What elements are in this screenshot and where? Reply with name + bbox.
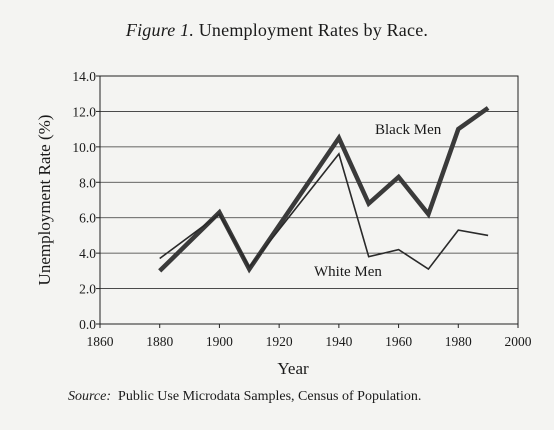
y-tick-label: 6.0 <box>79 211 96 226</box>
source-text: Public Use Microdata Samples, Census of … <box>118 389 422 404</box>
source-label: Source: <box>68 389 112 404</box>
x-tick-label: 2000 <box>505 334 532 349</box>
y-tick-label: 4.0 <box>79 246 96 261</box>
series-label-black-men: Black Men <box>375 122 442 138</box>
series-group <box>158 106 490 274</box>
grid-lines <box>100 111 518 289</box>
y-axis-title: Unemployment Rate (%) <box>35 115 54 286</box>
y-axis: 0.0 2.0 4.0 6.0 8.0 10.0 12.0 14.0 <box>72 69 100 332</box>
x-tick-label: 1920 <box>266 334 293 349</box>
x-tick-label: 1900 <box>206 334 233 349</box>
x-tick-label: 1940 <box>325 334 352 349</box>
figure-label: Figure 1. <box>125 20 195 40</box>
x-axis: 1860 1880 1900 1920 1940 1960 1980 2000 <box>87 324 532 349</box>
figure-title: Figure 1. Unemployment Rates by Race. <box>0 20 554 41</box>
y-tick-label: 14.0 <box>72 69 96 84</box>
y-tick-label: 0.0 <box>79 317 96 332</box>
source-note: Source: Public Use Microdata Samples, Ce… <box>68 389 421 405</box>
y-tick-label: 10.0 <box>72 140 96 155</box>
y-tick-label: 12.0 <box>72 104 96 119</box>
plot-frame <box>99 75 519 325</box>
figure-title-text: Unemployment Rates by Race. <box>198 20 429 40</box>
y-tick-label: 2.0 <box>79 282 96 297</box>
x-tick-label: 1980 <box>445 334 472 349</box>
x-axis-title: Year <box>277 359 309 378</box>
y-tick-label: 8.0 <box>79 175 96 190</box>
series-line-white-men <box>159 152 489 271</box>
series-label-white-men: White Men <box>314 264 382 280</box>
x-tick-label: 1960 <box>385 334 412 349</box>
x-tick-label: 1880 <box>146 334 173 349</box>
x-tick-label: 1860 <box>87 334 114 349</box>
